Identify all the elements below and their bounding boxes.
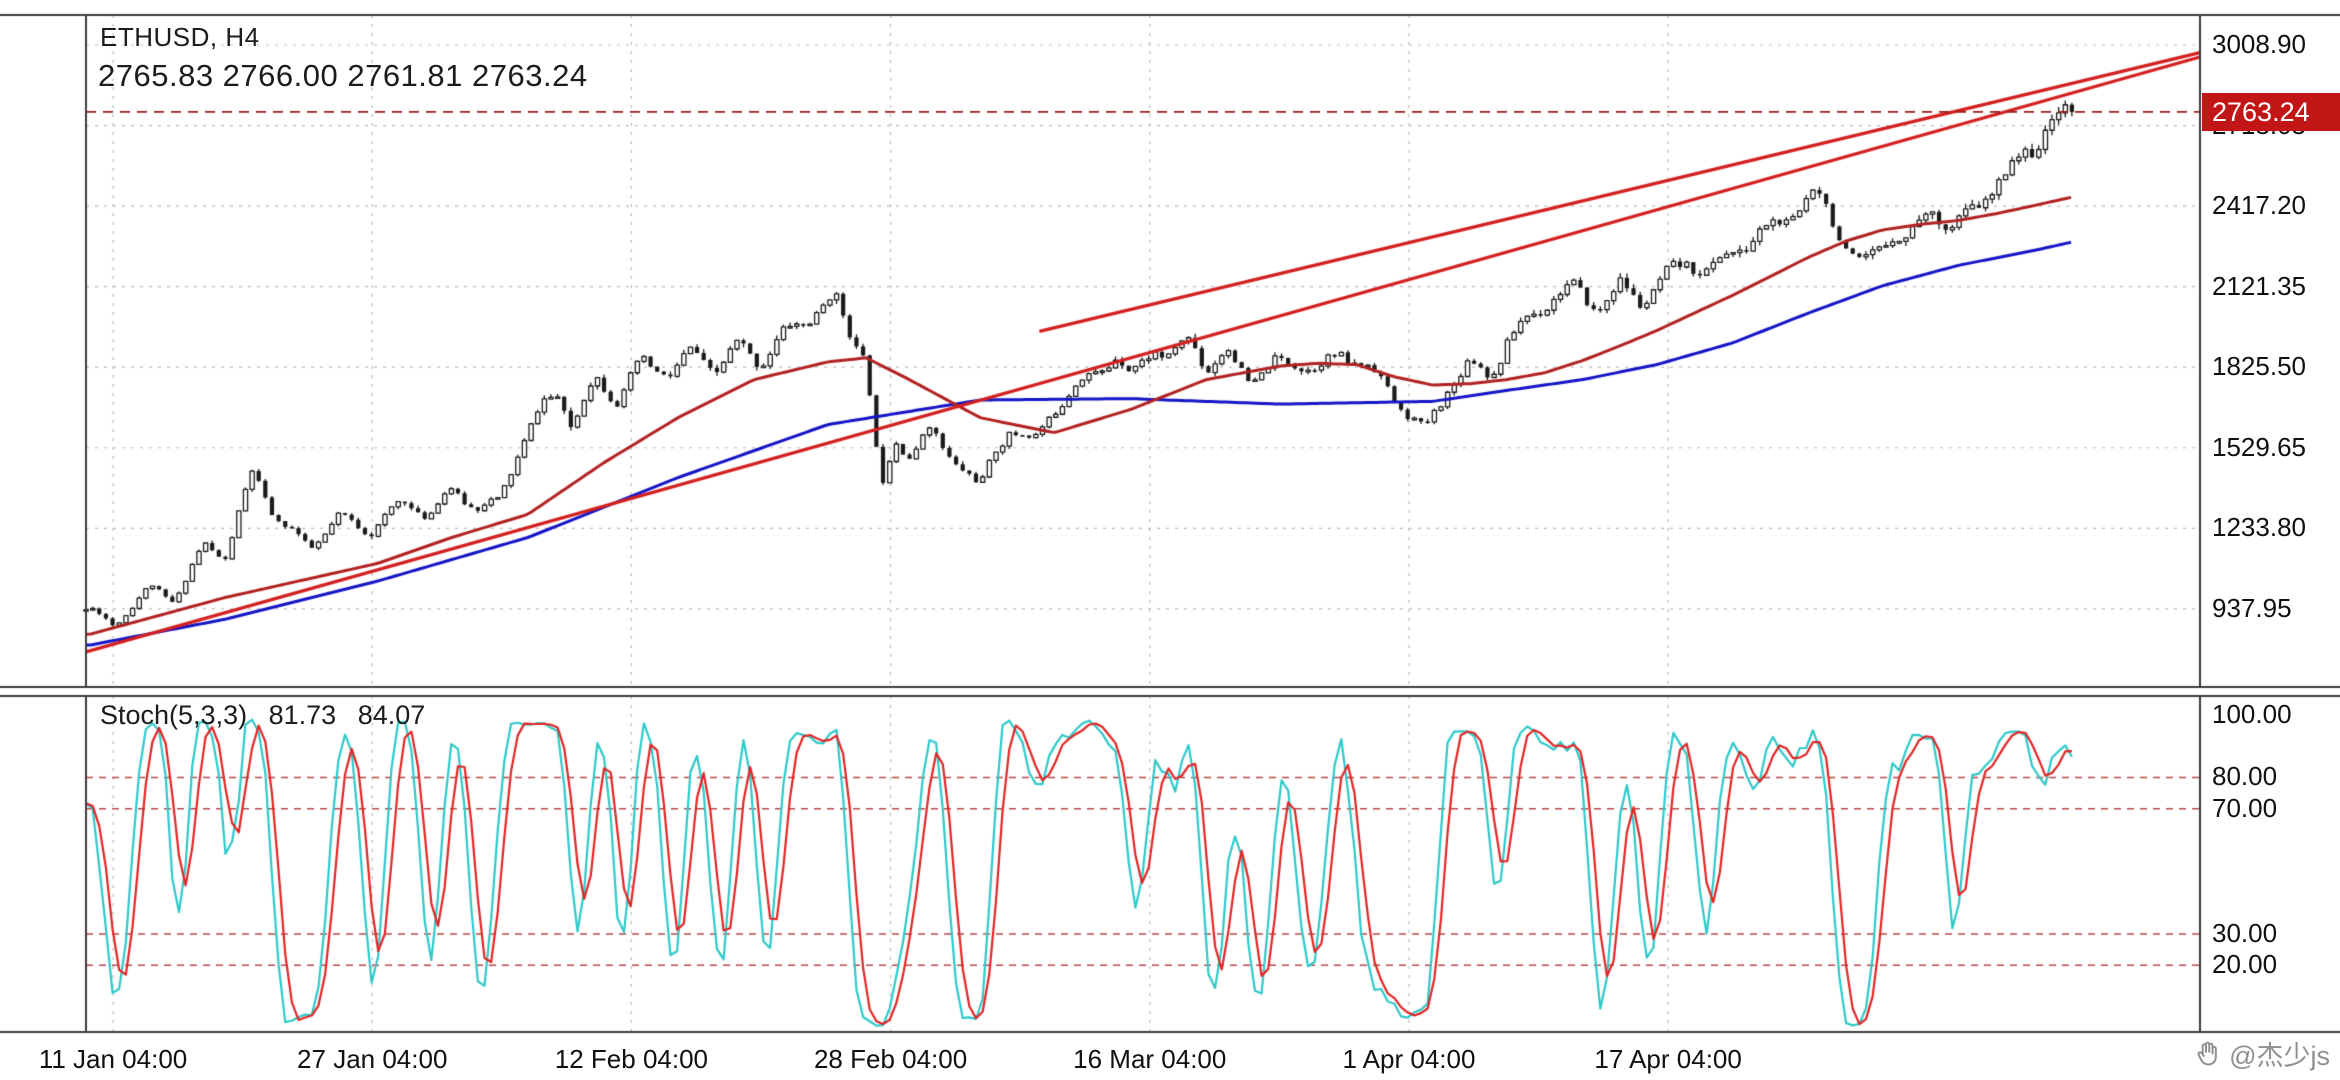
time-axis-label: 28 Feb 04:00 — [813, 1044, 968, 1074]
stoch-axis-label: 30.00 — [2212, 917, 2278, 948]
stoch-axis-label: 100.00 — [2212, 698, 2292, 729]
time-axis-label: 17 Apr 04:00 — [1594, 1044, 1742, 1074]
stoch-indicator-label: Stoch(5,3,3) 81.73 84.07 — [100, 700, 425, 731]
time-axis-label: 16 Mar 04:00 — [1073, 1044, 1227, 1074]
price-axis-label: 937.95 — [2212, 592, 2292, 623]
price-axis-label: 2121.35 — [2212, 270, 2306, 301]
price-axis-label: 1529.65 — [2212, 431, 2306, 462]
price-axis-label: 1825.50 — [2212, 351, 2306, 382]
time-axis-label: 12 Feb 04:00 — [554, 1044, 709, 1074]
time-axis-label: 11 Jan 04:00 — [38, 1044, 188, 1074]
ohlc-values: 2765.83 2766.00 2761.81 2763.24 — [98, 58, 588, 93]
price-axis-label: 2417.20 — [2212, 190, 2306, 221]
stoch-axis-label: 20.00 — [2212, 949, 2278, 980]
hand-icon — [2197, 1041, 2217, 1065]
watermark: @杰少js — [2194, 1034, 2330, 1073]
current-price-badge: 2763.24 — [2202, 92, 2340, 131]
time-axis-label: 27 Jan 04:00 — [297, 1044, 448, 1074]
stoch-axis-label: 80.00 — [2212, 761, 2278, 792]
stoch-name: Stoch(5,3,3) — [100, 700, 248, 730]
price-axis-label: 1233.80 — [2212, 512, 2306, 543]
symbol-title: ETHUSD, H4 — [100, 22, 260, 52]
stoch-signal-value: 84.07 — [357, 700, 426, 730]
stoch-main-value: 81.73 — [268, 700, 337, 730]
time-axis-label: 1 Apr 04:00 — [1342, 1044, 1476, 1074]
watermark-text: @杰少js — [2229, 1041, 2330, 1071]
stoch-axis-label: 70.00 — [2212, 792, 2278, 823]
price-axis-label: 3008.90 — [2212, 28, 2306, 59]
